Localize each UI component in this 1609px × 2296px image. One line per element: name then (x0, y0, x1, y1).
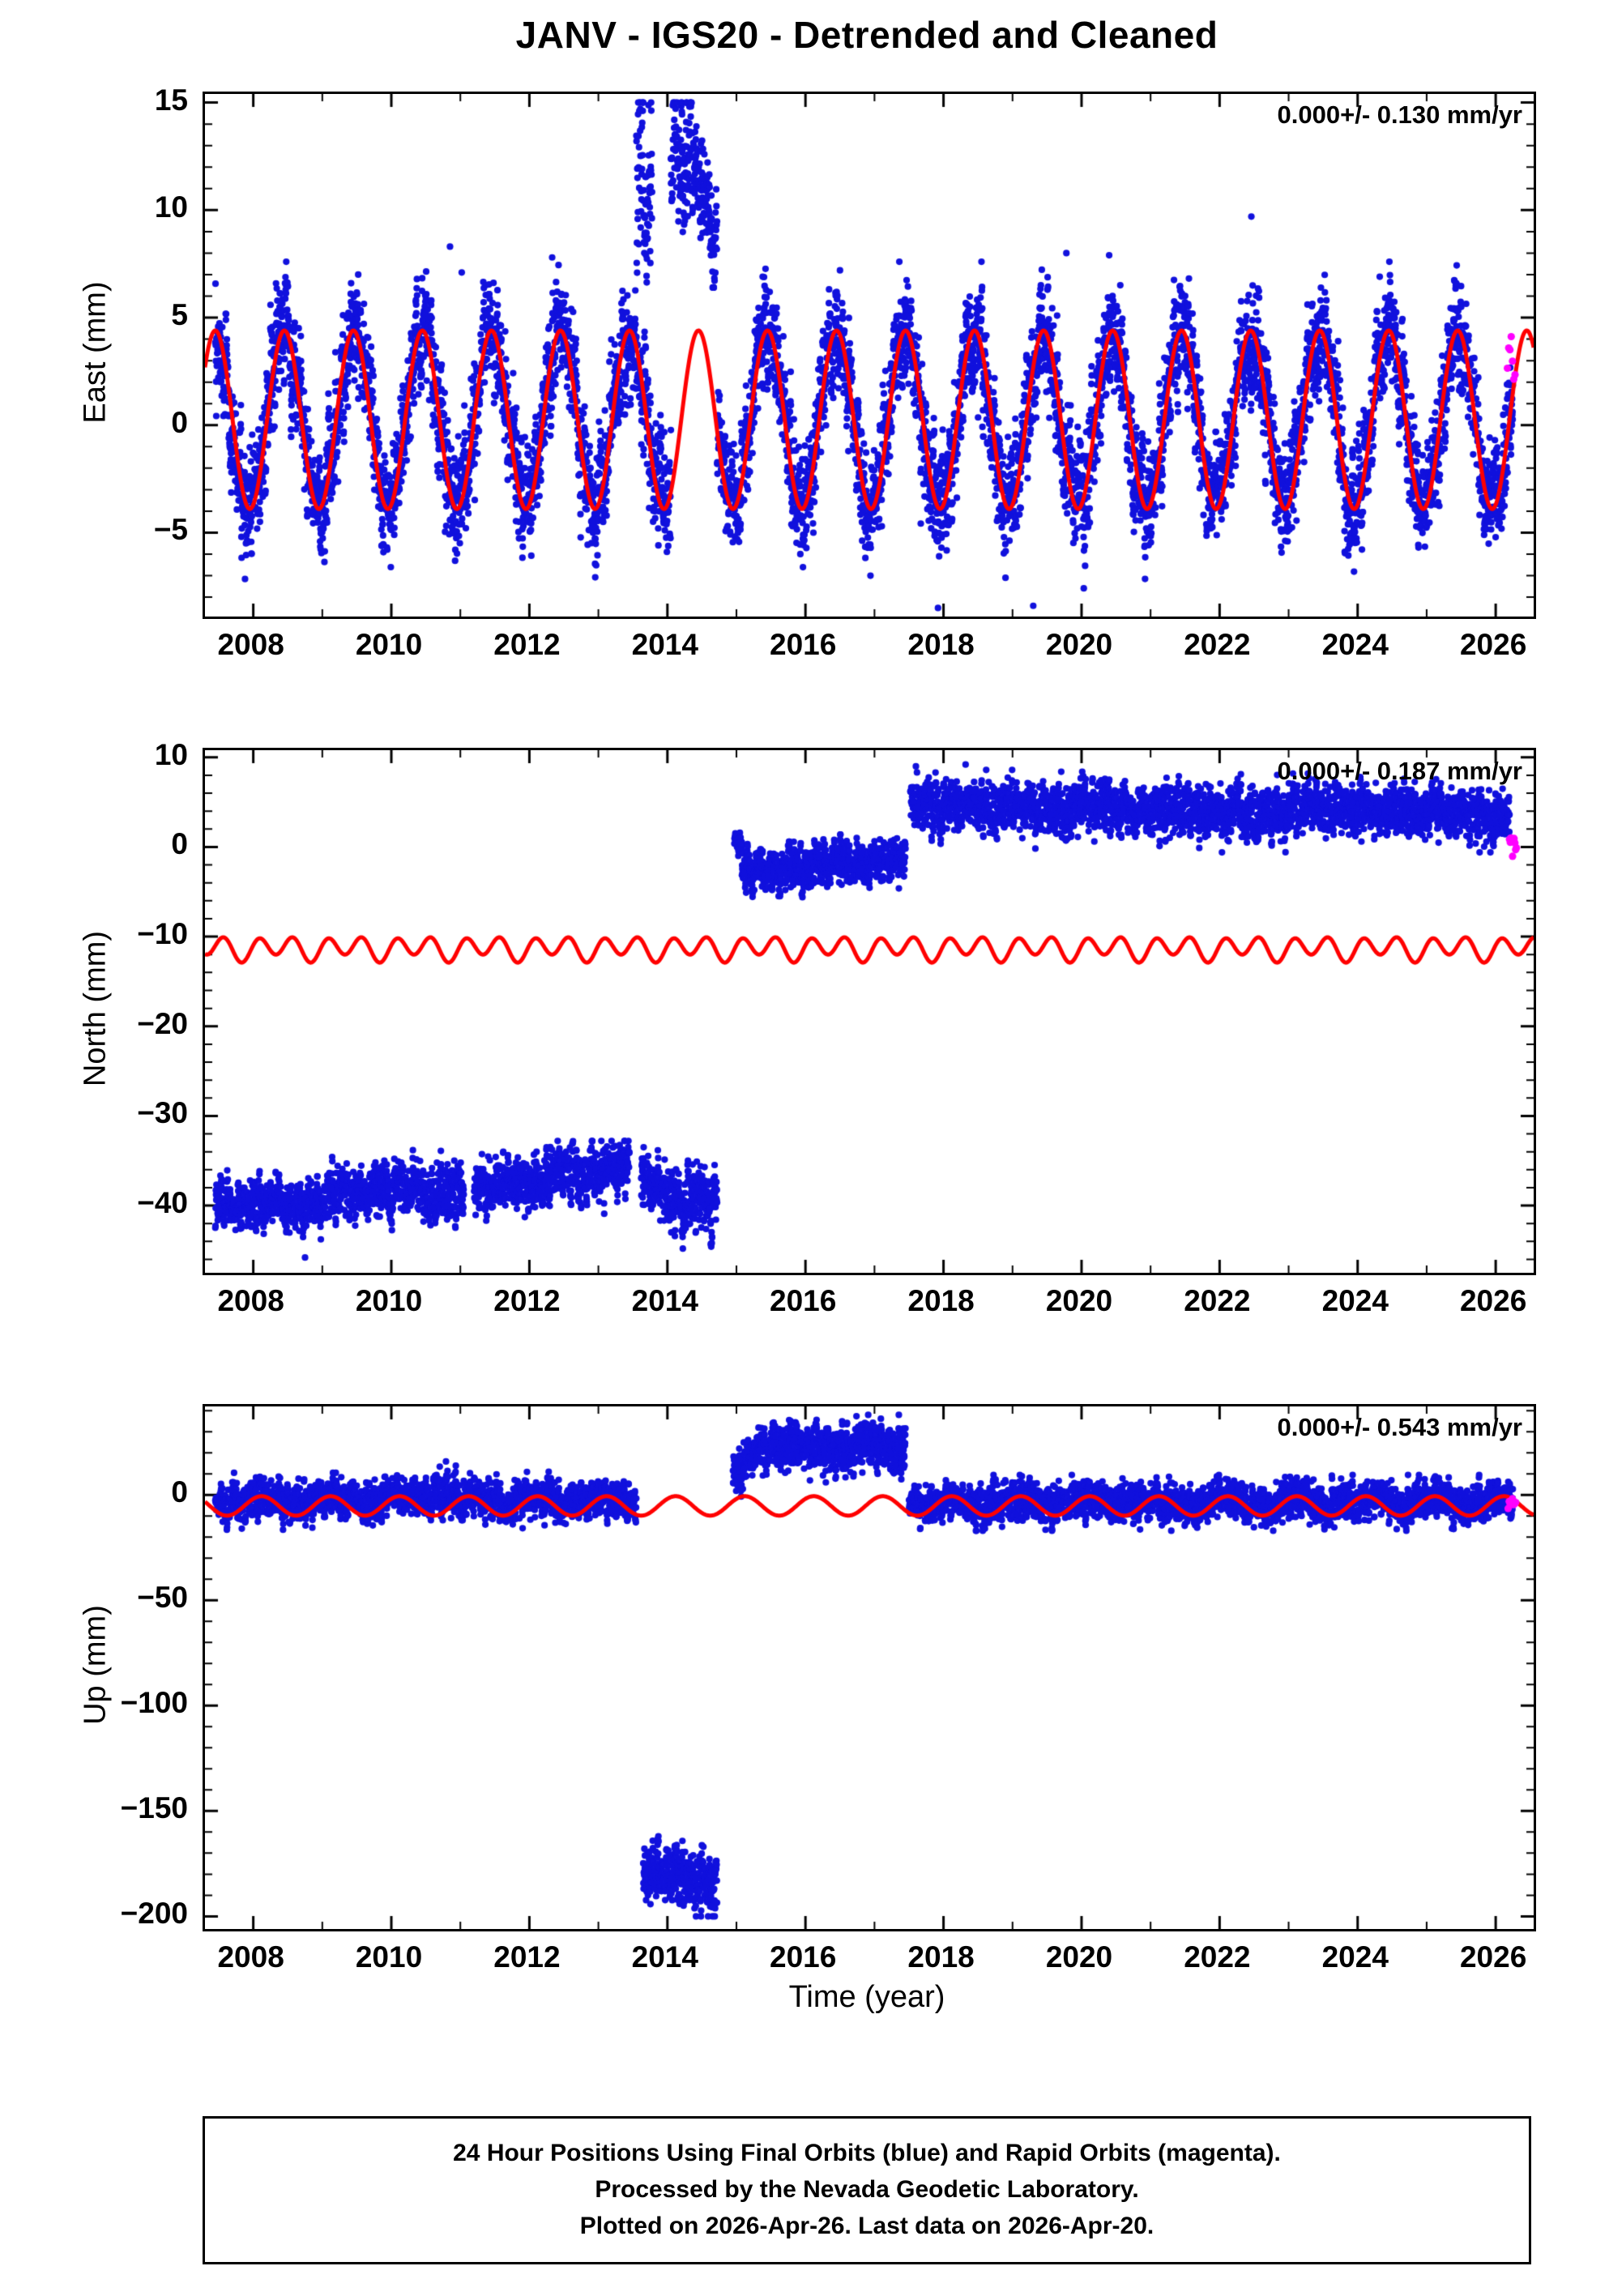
north-axis-label: North (mm) (78, 930, 113, 1087)
footer-box: 24 Hour Positions Using Final Orbits (bl… (203, 2116, 1531, 2264)
x-tick-label: 2016 (770, 1940, 837, 1974)
x-tick-label: 2010 (355, 1284, 423, 1317)
x-tick-label: 2008 (217, 1284, 284, 1317)
x-tick-label: 2020 (1045, 1940, 1113, 1974)
x-tick-label: 2026 (1459, 1284, 1527, 1317)
x-tick-label: 2012 (493, 1940, 561, 1974)
x-tick-label: 2024 (1321, 1284, 1389, 1317)
east-axis-label: East (mm) (78, 281, 113, 424)
up-axis-label: Up (mm) (78, 1605, 113, 1725)
north-rate-annotation: 0.000+/- 0.187 mm/yr (1277, 757, 1522, 785)
up-plot-frame: 0.000+/- 0.543 mm/yr (203, 1404, 1536, 1931)
x-tick-label: 2022 (1184, 1284, 1251, 1317)
x-tick-label: 2014 (631, 1284, 698, 1317)
north-plot-frame: 0.000+/- 0.187 mm/yr (203, 748, 1536, 1275)
x-tick-label: 2022 (1184, 1940, 1251, 1974)
x-tick-label: 2018 (907, 1940, 975, 1974)
up-rate-annotation: 0.000+/- 0.543 mm/yr (1277, 1413, 1522, 1441)
x-tick-label: 2026 (1459, 628, 1527, 661)
x-tick-label: 2014 (631, 628, 698, 661)
figure-title: JANV - IGS20 - Detrended and Cleaned (515, 14, 1218, 56)
x-tick-label: 2016 (770, 628, 837, 661)
footer-line-3: Plotted on 2026-Apr-26. Last data on 202… (579, 2213, 1154, 2239)
footer-line-2: Processed by the Nevada Geodetic Laborat… (595, 2176, 1139, 2203)
x-tick-label: 2012 (493, 628, 561, 661)
x-tick-label: 2020 (1045, 1284, 1113, 1317)
x-tick-label: 2008 (217, 1940, 284, 1974)
east-plot-frame: 0.000+/- 0.130 mm/yr (203, 92, 1536, 619)
x-tick-label: 2026 (1459, 1940, 1527, 1974)
x-tick-label: 2010 (355, 1940, 423, 1974)
x-tick-label: 2012 (493, 1284, 561, 1317)
x-tick-label: 2008 (217, 628, 284, 661)
up-plot-canvas (205, 1406, 1534, 1929)
x-tick-label: 2020 (1045, 628, 1113, 661)
x-tick-label: 2024 (1321, 628, 1389, 661)
x-tick-label: 2014 (631, 1940, 698, 1974)
x-tick-label: 2018 (907, 628, 975, 661)
north-plot-canvas (205, 750, 1534, 1273)
x-tick-label: 2022 (1184, 628, 1251, 661)
x-tick-label: 2024 (1321, 1940, 1389, 1974)
east-plot-canvas (205, 94, 1534, 617)
x-tick-label: 2016 (770, 1284, 837, 1317)
time-axis-label: Time (year) (788, 1980, 945, 2014)
east-rate-annotation: 0.000+/- 0.130 mm/yr (1277, 100, 1522, 129)
x-tick-label: 2010 (355, 628, 423, 661)
footer-line-1: 24 Hour Positions Using Final Orbits (bl… (453, 2140, 1281, 2166)
x-tick-label: 2018 (907, 1284, 975, 1317)
